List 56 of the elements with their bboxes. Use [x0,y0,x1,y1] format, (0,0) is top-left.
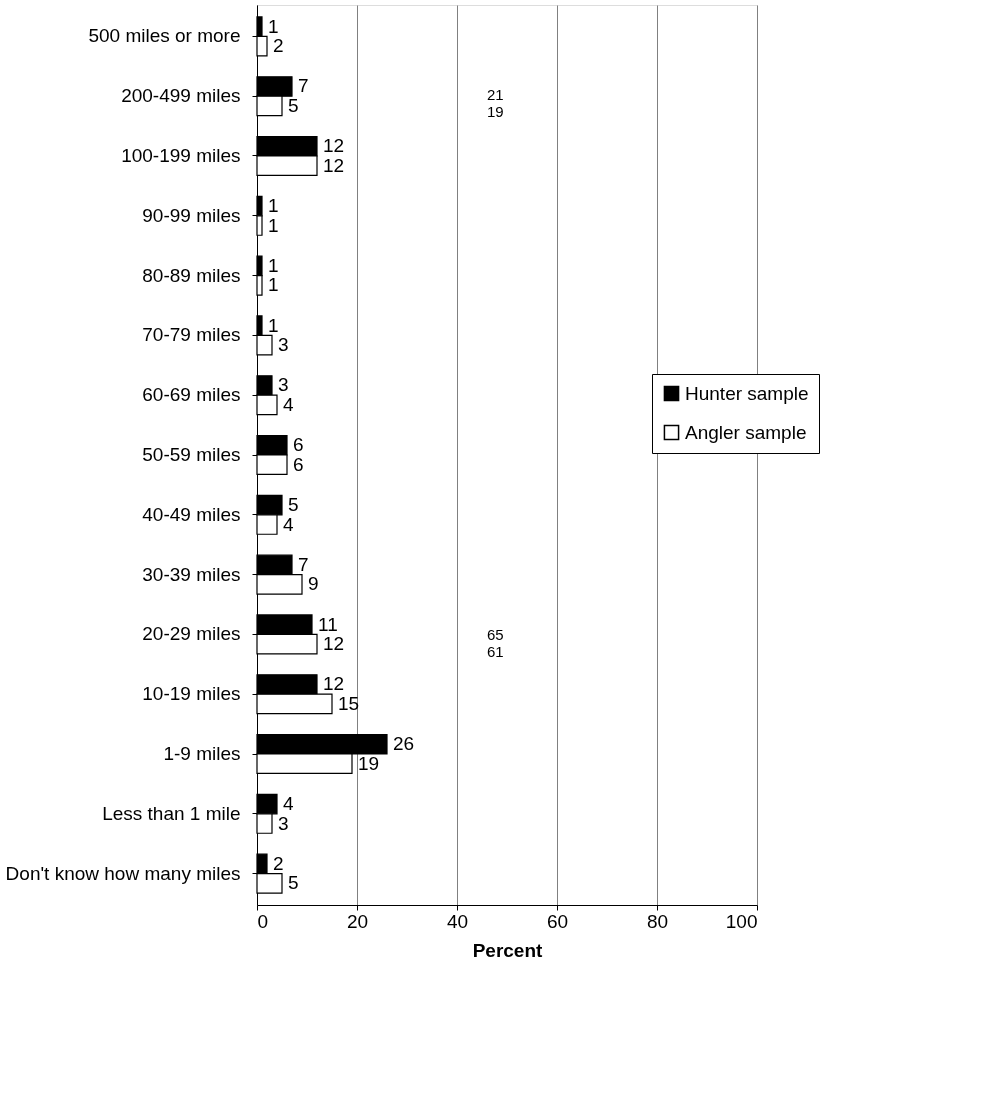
y-tick-label: 30-39 miles [142,563,241,585]
data-label: 3 [278,812,289,834]
data-label: 6 [293,434,304,456]
data-label: 1 [268,195,279,217]
data-label: 4 [283,793,294,815]
data-label: 3 [278,374,289,396]
data-label: 12 [323,673,345,695]
annotation: 65 61 [487,626,504,660]
data-label: 5 [288,494,299,516]
data-label: 3 [278,334,289,356]
data-label: 15 [338,692,360,714]
y-tick-label: 80-89 miles [142,264,241,286]
legend-label: Hunter sample [685,382,809,404]
y-tick-label: Don't know how many miles [5,862,241,884]
x-axis-title: Percent [472,939,544,961]
y-tick-label: Less than 1 mile [102,802,241,824]
x-tick-label: 40 [446,910,469,932]
y-tick-label: 20-29 miles [142,623,241,645]
data-label: 5 [288,94,299,116]
data-label: 4 [283,393,294,415]
data-label: 26 [393,733,415,755]
x-tick-label: 100 [725,910,758,932]
y-tick-label: 40-49 miles [142,503,241,525]
data-label: 12 [323,135,345,157]
data-label: 12 [323,633,345,655]
data-label: 2 [273,852,284,874]
x-tick-label: 60 [546,910,569,932]
data-label: 1 [268,254,279,276]
y-tick-label: 90-99 miles [142,204,241,226]
annotation: 21 19 [487,86,504,120]
data-label: 5 [288,872,299,894]
data-label: 1 [268,15,279,37]
legend-label: Angler sample [685,421,807,443]
y-tick-label: 1-9 miles [163,743,241,764]
data-label: 4 [283,513,294,535]
y-tick-label: 60-69 miles [142,384,241,406]
y-tick-label: 50-59 miles [142,444,241,465]
x-tick-label: 80 [646,910,669,932]
y-tick-label: 70-79 miles [142,324,241,346]
data-label: 1 [268,214,279,236]
y-tick-label: 10-19 miles [142,683,241,705]
data-label: 7 [298,553,309,575]
data-label: 19 [358,752,380,774]
data-label: 6 [293,453,304,475]
data-label: 7 [298,75,309,97]
data-label: 1 [268,314,279,336]
y-tick-label: 100-199 miles [121,145,241,166]
data-label: 11 [318,613,338,635]
x-tick-label: 0 [257,910,269,932]
x-tick-label: 20 [346,910,369,932]
data-label: 12 [323,154,345,176]
y-tick-label: 500 miles or more [88,25,241,47]
data-label: 1 [268,274,279,296]
y-tick-label: 200-499 miles [121,85,241,107]
data-label: 9 [308,573,319,595]
data-label: 2 [273,35,284,57]
